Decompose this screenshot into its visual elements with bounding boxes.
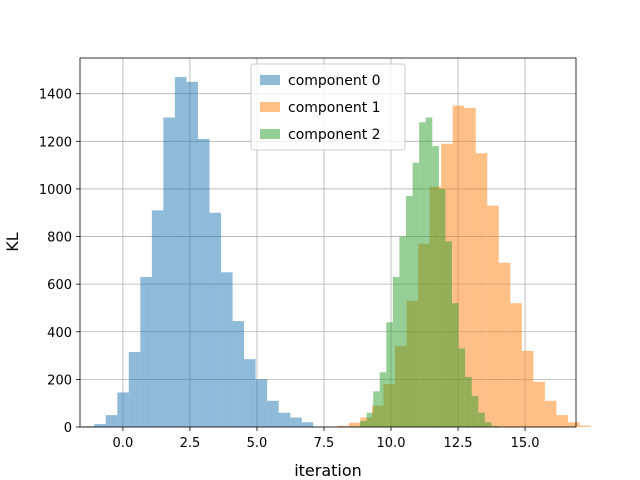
x-tick-label-1: 2.5 (180, 436, 201, 451)
bar-s2-b16 (458, 348, 466, 427)
legend: component 0 component 1 component 2 (250, 63, 406, 151)
bar-s1-b15 (510, 303, 522, 427)
legend-label-1: component 1 (288, 100, 381, 116)
bar-s1-b0 (337, 425, 349, 427)
x-tick-label-5: 12.5 (444, 436, 473, 451)
x-tick-label-4: 10.0 (377, 436, 406, 451)
y-tick-label-2: 400 (47, 326, 72, 341)
bar-s0-b18 (290, 417, 302, 427)
y-tick-label-7: 1400 (39, 88, 72, 103)
bar-s2-b12 (432, 146, 439, 428)
bar-s1-b19 (556, 415, 568, 427)
y-axis-ticks: 0 200 400 600 800 1000 1200 1400 (39, 88, 80, 436)
bar-s2-b9 (412, 162, 420, 427)
series-0 (82, 77, 314, 428)
legend-swatch-2 (260, 129, 280, 139)
bar-s0-b12 (221, 272, 233, 427)
bar-s0-b11 (209, 212, 222, 427)
y-tick-label-5: 1000 (39, 183, 72, 198)
bar-s1-b17 (533, 381, 545, 427)
bar-s0-b7 (163, 117, 175, 428)
x-axis-ticks: 0.0 2.5 5.0 7.5 10.0 12.5 15.0 (113, 427, 540, 451)
bar-s2-b4 (379, 372, 387, 427)
bar-s0-b13 (232, 321, 245, 427)
bar-s0-b8 (174, 77, 187, 427)
bar-s2-b13 (438, 188, 446, 427)
bar-s1-b16 (521, 350, 534, 427)
bar-s0-b19 (301, 422, 314, 427)
y-axis-label: KL (3, 232, 22, 251)
bar-s2-b20 (484, 422, 492, 427)
x-tick-label-2: 5.0 (247, 436, 268, 451)
y-tick-label-0: 0 (64, 421, 72, 436)
bar-s2-b3 (373, 391, 380, 427)
bar-s2-b7 (399, 236, 407, 427)
y-tick-label-4: 800 (47, 231, 72, 246)
bar-s0-b6 (151, 210, 164, 427)
bar-s0-b3 (117, 392, 129, 427)
bar-s0-b2 (105, 415, 118, 427)
bar-s2-b1 (360, 421, 367, 427)
legend-label-2: component 2 (288, 127, 381, 143)
bar-s2-b15 (452, 303, 459, 427)
bar-s2-b11 (425, 117, 433, 428)
bar-s0-b1 (94, 424, 106, 427)
x-axis-label: iteration (294, 461, 362, 480)
bar-s0-b9 (186, 81, 198, 427)
histogram-bars (82, 77, 592, 428)
x-tick-label-0: 0.0 (113, 436, 134, 451)
bar-s0-b16 (267, 400, 279, 427)
bar-s0-b14 (244, 359, 256, 427)
plot-frame (79, 57, 577, 428)
bar-s2-b8 (406, 196, 413, 427)
y-tick-label-1: 200 (47, 373, 72, 388)
bar-s2-b6 (392, 277, 400, 427)
bar-s1-b11 (464, 107, 476, 428)
x-tick-label-6: 15.0 (511, 436, 540, 451)
bar-s1-b14 (498, 262, 511, 427)
bar-s0-b10 (197, 138, 210, 427)
bar-s1-b12 (475, 153, 488, 427)
legend-swatch-0 (260, 75, 280, 85)
bar-s2-b10 (419, 122, 426, 428)
bar-s1-b20 (567, 422, 580, 427)
bar-s1-b21 (579, 425, 592, 427)
bar-s2-b21 (491, 426, 498, 427)
legend-swatch-1 (260, 102, 280, 112)
x-tick-label-3: 7.5 (314, 436, 335, 451)
bar-s0-b17 (278, 412, 291, 427)
bar-s1-b13 (487, 205, 499, 427)
bar-s2-b19 (478, 412, 485, 427)
bar-s0-b5 (140, 277, 152, 427)
y-tick-label-6: 1200 (39, 135, 72, 150)
bar-s1-b10 (452, 105, 465, 427)
bar-s2-b2 (366, 412, 374, 427)
bar-s1-b1 (348, 422, 361, 427)
bar-s0-b4 (128, 352, 141, 427)
bar-s2-b5 (386, 322, 393, 427)
legend-label-0: component 0 (288, 73, 381, 89)
legend-box (250, 63, 406, 151)
bar-s1-b18 (544, 400, 557, 427)
bar-s2-b17 (465, 377, 472, 427)
y-tick-label-3: 600 (47, 278, 72, 293)
bar-s2-b18 (471, 396, 479, 427)
bar-s2-b14 (445, 241, 452, 427)
bar-s0-b15 (255, 379, 268, 427)
series-2 (353, 117, 498, 428)
